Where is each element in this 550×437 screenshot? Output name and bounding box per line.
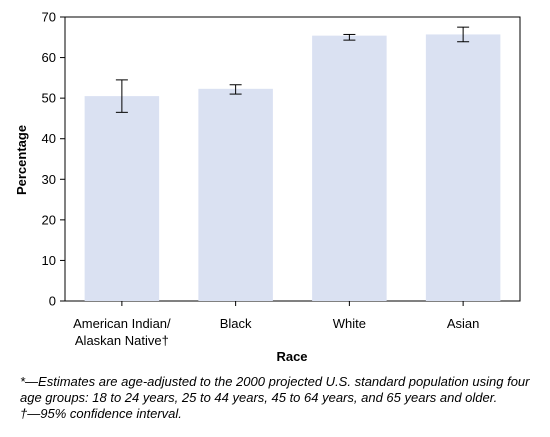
y-tick-label: 50 [42,91,56,106]
x-tick-label: Black [220,316,252,331]
plot-frame [64,16,521,302]
bar [425,34,501,302]
bar [198,88,273,301]
x-tick-label: American Indian/Alaskan Native† [73,316,171,348]
x-tick-label: White [333,316,366,331]
x-axis-label: Race [276,349,307,364]
y-tick-label: 20 [42,212,56,227]
y-tick-label: 70 [42,10,56,25]
y-tick-label: 40 [42,131,56,146]
y-axis-label: Percentage [14,125,29,195]
footnote-confidence-interval: †—95% confidence interval. [20,406,182,421]
y-tick-label: 30 [42,172,56,187]
bar [84,96,160,301]
y-tick-label: 10 [42,253,56,268]
bar [312,35,387,302]
y-tick-label: 0 [49,294,56,309]
bar-chart: 0 10 20 30 40 50 60 70 American Indian/Alaskan … [14,10,521,364]
y-tick-label: 60 [42,50,56,65]
footnotes: *—Estimates are age-adjusted to the 2000… [20,374,542,422]
x-tick-label: Asian [447,316,480,331]
footnote-age-adjusted: *—Estimates are age-adjusted to the 2000… [20,374,530,405]
